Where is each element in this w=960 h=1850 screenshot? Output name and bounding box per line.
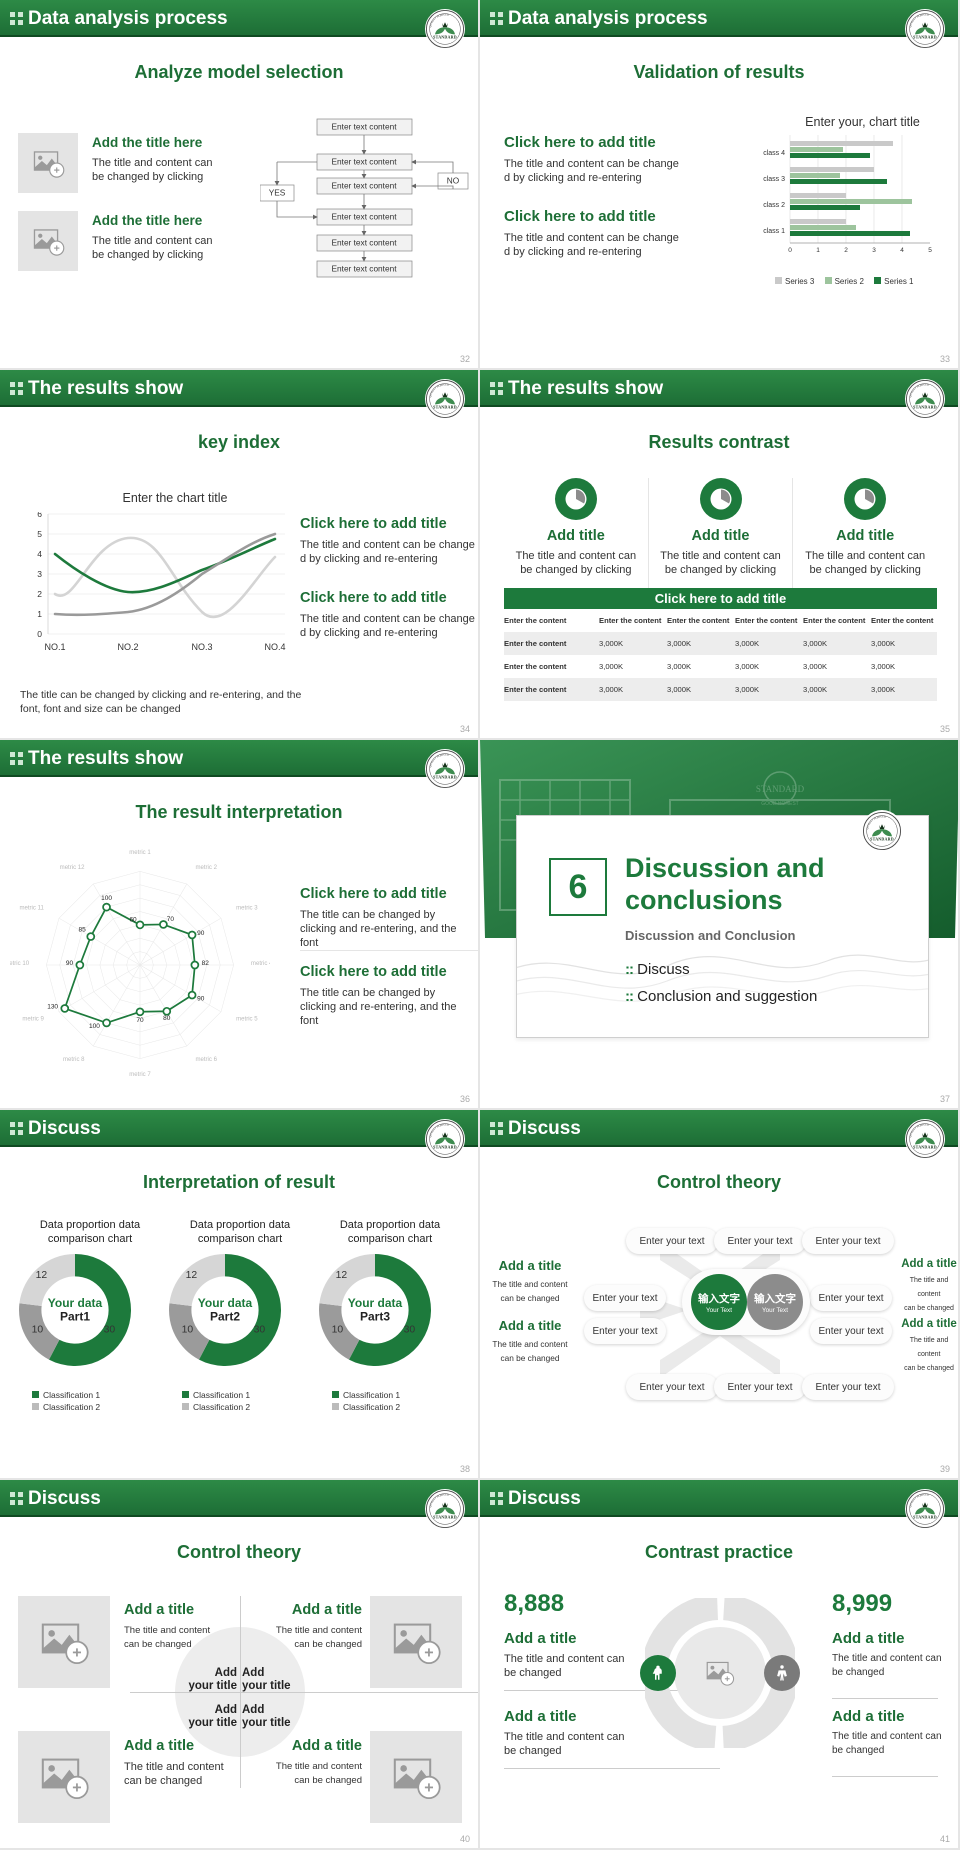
svg-text:metric 6: metric 6 — [195, 1057, 217, 1063]
svg-text:100: 100 — [89, 1023, 100, 1030]
svg-text:60: 60 — [129, 916, 137, 923]
svg-text:2: 2 — [37, 589, 42, 599]
svg-text:metric 12: metric 12 — [60, 865, 86, 871]
svg-text:NO.1: NO.1 — [44, 642, 65, 652]
svg-text:85: 85 — [78, 926, 86, 933]
svg-text:NO.2: NO.2 — [117, 642, 138, 652]
svg-text:4: 4 — [37, 549, 42, 559]
svg-text:82: 82 — [202, 960, 210, 967]
svg-text:STANDARD: STANDARD — [433, 775, 457, 780]
svg-text:metric 10: metric 10 — [10, 961, 30, 967]
svg-text:metric 11: metric 11 — [19, 906, 44, 912]
svg-text:Enter text content: Enter text content — [331, 238, 397, 248]
svg-text:STANDARD: STANDARD — [433, 35, 457, 40]
svg-text:metric 2: metric 2 — [195, 865, 217, 871]
svg-text:4: 4 — [900, 247, 904, 254]
svg-text:1: 1 — [37, 609, 42, 619]
svg-text:metric 5: metric 5 — [236, 1016, 258, 1022]
svg-text:2: 2 — [844, 247, 848, 254]
svg-text:YES: YES — [269, 188, 286, 198]
svg-text:metric 3: metric 3 — [236, 906, 258, 912]
svg-text:90: 90 — [197, 930, 205, 937]
svg-text:STANDARD: STANDARD — [433, 1145, 457, 1150]
svg-text:STANDARD: STANDARD — [433, 1515, 457, 1520]
svg-text:0: 0 — [37, 629, 42, 639]
svg-text:3: 3 — [872, 247, 876, 254]
svg-text:NO.3: NO.3 — [191, 642, 212, 652]
svg-text:metric 9: metric 9 — [22, 1016, 44, 1022]
svg-text:class 2: class 2 — [763, 202, 785, 209]
svg-text:80: 80 — [163, 1015, 171, 1022]
svg-text:class 4: class 4 — [763, 150, 785, 157]
svg-text:130: 130 — [47, 1003, 58, 1010]
svg-text:100: 100 — [101, 895, 112, 902]
svg-text:class 1: class 1 — [763, 228, 785, 235]
svg-text:STANDARD: STANDARD — [913, 1145, 937, 1150]
svg-text:STANDARD: STANDARD — [913, 1515, 937, 1520]
svg-text:metric 7: metric 7 — [129, 1072, 151, 1078]
svg-text:STANDARD: STANDARD — [433, 405, 457, 410]
svg-text:90: 90 — [197, 995, 205, 1002]
svg-text:STANDARD: STANDARD — [913, 35, 937, 40]
svg-text:5: 5 — [928, 247, 932, 254]
svg-text:GOOD HONEST: GOOD HONEST — [761, 801, 799, 807]
svg-text:NO: NO — [447, 176, 460, 186]
svg-text:3: 3 — [37, 569, 42, 579]
svg-text:STANDARD: STANDARD — [870, 837, 894, 842]
svg-text:0: 0 — [788, 247, 792, 254]
svg-text:Enter text content: Enter text content — [331, 264, 397, 274]
svg-text:metric 8: metric 8 — [63, 1057, 85, 1063]
svg-text:metric 1: metric 1 — [129, 850, 151, 856]
svg-text:5: 5 — [37, 529, 42, 539]
svg-text:6: 6 — [37, 512, 42, 519]
svg-text:Enter text content: Enter text content — [331, 181, 397, 191]
svg-text:class 3: class 3 — [763, 176, 785, 183]
svg-text:70: 70 — [136, 1017, 144, 1024]
svg-text:metric 4: metric 4 — [251, 961, 270, 967]
svg-text:90: 90 — [66, 960, 74, 967]
svg-text:STANDARD: STANDARD — [756, 784, 805, 794]
svg-text:Enter text content: Enter text content — [331, 122, 397, 132]
svg-text:NO.4: NO.4 — [264, 642, 285, 652]
svg-text:70: 70 — [167, 916, 175, 923]
svg-text:STANDARD: STANDARD — [913, 405, 937, 410]
svg-text:Enter text content: Enter text content — [331, 212, 397, 222]
svg-text:1: 1 — [816, 247, 820, 254]
svg-text:Enter text content: Enter text content — [331, 157, 397, 167]
